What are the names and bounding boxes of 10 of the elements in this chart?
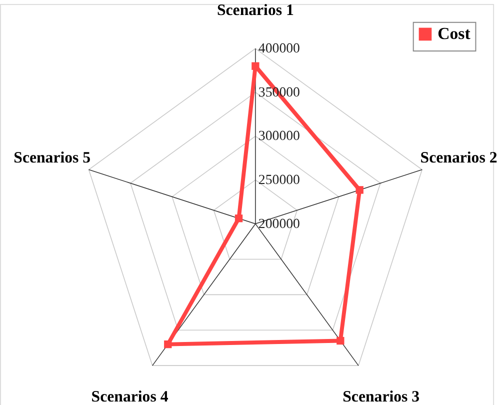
y-tick-label: 400000 — [258, 40, 300, 56]
y-tick-label: 250000 — [258, 172, 300, 187]
spoke-label: Scenarios 3 — [342, 388, 420, 405]
spoke-label: Scenarios 2 — [420, 150, 498, 167]
y-tick-label: 300000 — [258, 128, 300, 144]
y-tick-label: 200000 — [258, 216, 300, 231]
spoke-label: Scenarios 1 — [216, 2, 294, 19]
legend-label: Cost — [438, 24, 471, 44]
spoke-label: Scenarios 5 — [14, 150, 91, 167]
spoke-label: Scenarios 4 — [91, 388, 168, 405]
